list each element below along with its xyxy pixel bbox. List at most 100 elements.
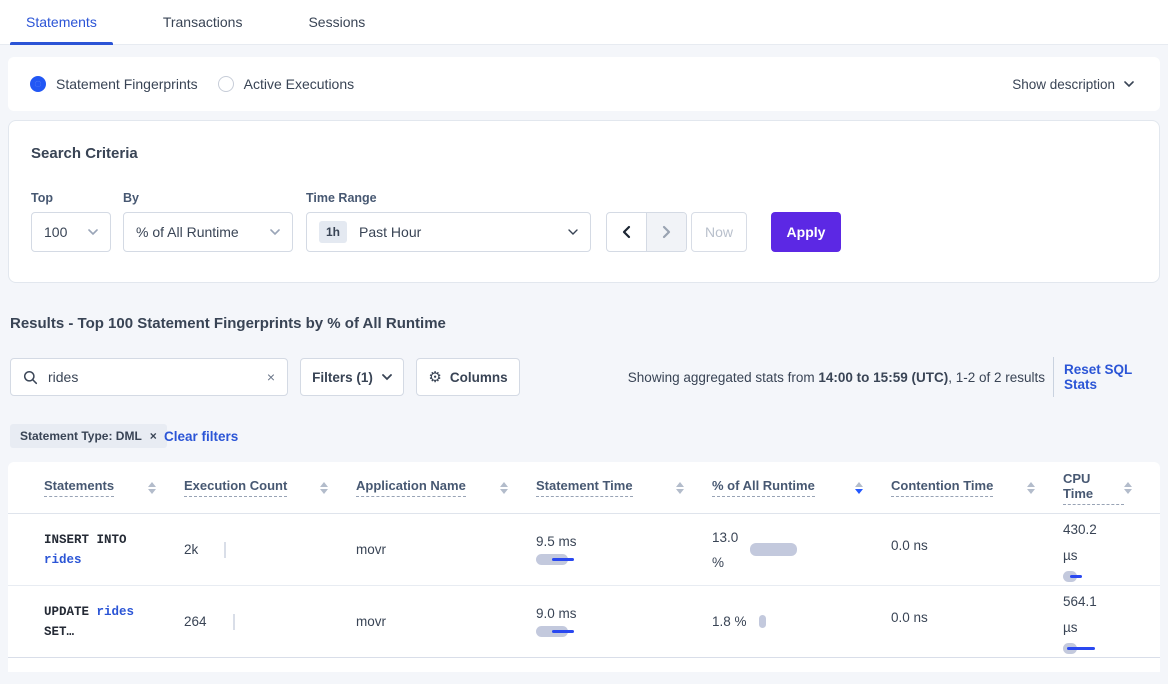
- time-range-value: Past Hour: [359, 224, 422, 240]
- column-header-label[interactable]: % of All Runtime: [712, 478, 815, 497]
- column-header-statement-time[interactable]: Statement Time: [536, 478, 712, 497]
- search-input[interactable]: [48, 369, 267, 385]
- search-criteria-title: Search Criteria: [31, 145, 138, 162]
- radio-selected-icon[interactable]: [30, 76, 46, 92]
- column-header-label[interactable]: Execution Count: [184, 478, 288, 497]
- show-description-toggle[interactable]: Show description: [1012, 77, 1134, 92]
- execution-count-cell: 2k: [184, 541, 356, 558]
- column-header-contention-time[interactable]: Contention Time: [891, 478, 1063, 497]
- contention-time-cell: 0.0 ns: [891, 538, 928, 553]
- now-button[interactable]: Now: [691, 212, 747, 252]
- column-header-label[interactable]: Contention Time: [891, 478, 994, 497]
- gear-icon: ⚙: [428, 369, 442, 386]
- radio-unselected-icon[interactable]: [217, 76, 234, 92]
- time-range-badge: 1h: [319, 221, 348, 243]
- sort-icon[interactable]: [1027, 481, 1035, 494]
- percent-runtime-bar: [758, 615, 766, 628]
- execution-count-bar: [232, 613, 235, 630]
- statement-time-cell: 9.5 ms: [536, 534, 712, 566]
- by-select[interactable]: % of All Runtime: [123, 212, 293, 252]
- sort-desc-icon[interactable]: [855, 481, 863, 494]
- column-header-cpu-time[interactable]: CPU Time: [1063, 471, 1160, 505]
- stats-suffix: , 1-2 of 2 results: [948, 369, 1045, 385]
- clear-search-icon[interactable]: ×: [266, 369, 275, 385]
- radio-active-executions[interactable]: Active Executions: [217, 76, 354, 92]
- top-label: Top: [31, 191, 53, 205]
- percent-runtime-cell: 13.0 %: [712, 525, 891, 575]
- cpu-time-cell: 564.1 µs: [1063, 589, 1160, 655]
- chevron-down-icon: [568, 227, 578, 237]
- column-header-label[interactable]: CPU Time: [1063, 471, 1124, 505]
- column-header-statements[interactable]: Statements: [44, 478, 184, 497]
- by-label: By: [123, 191, 139, 205]
- tab-sessions[interactable]: Sessions: [308, 14, 366, 30]
- percent-runtime-bar: [750, 543, 798, 556]
- column-header-application-name[interactable]: Application Name: [356, 478, 536, 497]
- radio-statement-fingerprints[interactable]: Statement Fingerprints: [30, 76, 198, 92]
- column-header-execution-count[interactable]: Execution Count: [184, 478, 356, 497]
- previous-time-button[interactable]: [607, 213, 646, 251]
- table-header-row: Statements Execution Count Application N…: [8, 462, 1160, 514]
- application-name-cell: movr: [356, 542, 386, 557]
- filters-button-label: Filters (1): [312, 369, 373, 385]
- execution-count-bar: [224, 541, 227, 558]
- statement-time-bar: [536, 625, 692, 638]
- chevron-down-icon: [88, 227, 98, 237]
- cpu-time-cell: 430.2 µs: [1063, 517, 1160, 583]
- table-row: UPDATE rides SET… 264 movr 9.0 ms 1.8 %: [8, 586, 1160, 658]
- view-toggle-card: Statement Fingerprints Active Executions…: [8, 57, 1160, 111]
- chevron-down-icon: [1124, 79, 1134, 89]
- statement-time-bar: [536, 553, 692, 566]
- column-header-label[interactable]: Statement Time: [536, 478, 633, 497]
- radio-label: Statement Fingerprints: [56, 76, 198, 92]
- chevron-right-icon: [661, 225, 672, 239]
- results-title: Results - Top 100 Statement Fingerprints…: [10, 315, 446, 332]
- chevron-left-icon: [621, 225, 632, 239]
- search-criteria-card: Search Criteria Top By Time Range 100 % …: [8, 120, 1160, 283]
- time-nav-group: [606, 212, 687, 252]
- apply-button[interactable]: Apply: [771, 212, 841, 252]
- by-select-value: % of All Runtime: [136, 224, 239, 240]
- next-time-button[interactable]: [646, 213, 686, 251]
- statement-fingerprint-link[interactable]: UPDATE rides SET…: [44, 604, 135, 639]
- top-select-value: 100: [44, 224, 68, 240]
- stats-summary: Showing aggregated stats from 14:00 to 1…: [628, 358, 1045, 396]
- filter-chip-label: Statement Type: DML: [20, 429, 142, 443]
- tab-transactions[interactable]: Transactions: [162, 14, 243, 30]
- time-range-select[interactable]: 1h Past Hour: [306, 212, 591, 252]
- statement-time-cell: 9.0 ms: [536, 606, 712, 638]
- top-select[interactable]: 100: [31, 212, 111, 252]
- sort-icon[interactable]: [148, 481, 156, 494]
- show-description-label: Show description: [1012, 76, 1115, 92]
- stats-time-range: 14:00 to 15:59 (UTC): [818, 369, 949, 385]
- percent-runtime-cell: 1.8 %: [712, 609, 891, 634]
- time-range-label: Time Range: [306, 191, 377, 205]
- statement-fingerprint-link[interactable]: INSERT INTO rides: [44, 532, 127, 567]
- stats-prefix: Showing aggregated stats from: [627, 369, 819, 385]
- search-icon: [23, 370, 38, 385]
- column-header-label[interactable]: Application Name: [356, 478, 466, 497]
- clear-filters-link[interactable]: Clear filters: [164, 428, 239, 444]
- sort-icon[interactable]: [676, 481, 684, 494]
- cpu-time-bar: [1063, 570, 1140, 583]
- reset-sql-stats-link[interactable]: Reset SQL Stats: [1064, 362, 1133, 392]
- filter-chip-statement-type[interactable]: Statement Type: DML ×: [10, 424, 167, 448]
- chevron-down-icon: [381, 372, 392, 382]
- sort-icon[interactable]: [500, 481, 508, 494]
- chevron-down-icon: [270, 227, 280, 237]
- cpu-time-bar: [1063, 642, 1140, 655]
- table-row: INSERT INTO rides 2k movr 9.5 ms 13.0 %: [8, 514, 1160, 586]
- top-tab-bar: Statements Transactions Sessions: [0, 0, 1168, 45]
- execution-count-cell: 264: [184, 613, 356, 630]
- sort-icon[interactable]: [1124, 481, 1132, 494]
- tab-statements[interactable]: Statements: [10, 0, 113, 45]
- columns-button-label: Columns: [449, 369, 508, 385]
- columns-button[interactable]: ⚙ Columns: [416, 358, 520, 396]
- sort-icon[interactable]: [320, 481, 328, 494]
- remove-filter-icon[interactable]: ×: [149, 429, 157, 443]
- results-table: Statements Execution Count Application N…: [8, 462, 1160, 672]
- filters-button[interactable]: Filters (1): [300, 358, 404, 396]
- column-header-percent-runtime[interactable]: % of All Runtime: [712, 478, 891, 497]
- column-header-label[interactable]: Statements: [44, 478, 115, 497]
